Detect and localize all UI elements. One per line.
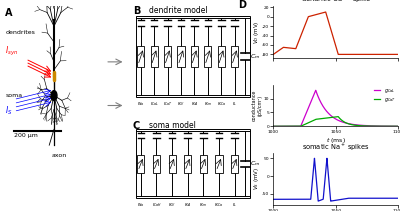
Line: $g_{CaL}$: $g_{CaL}$ [273, 90, 398, 126]
Text: B: B [133, 6, 140, 16]
Text: A: A [5, 8, 13, 18]
$g_{CaT}$ [271, 125, 276, 127]
Bar [137, 154, 144, 173]
Bar [191, 46, 198, 67]
Circle shape [51, 91, 57, 100]
Bar [231, 46, 238, 67]
Text: $I_L$: $I_L$ [232, 101, 237, 108]
$g_{CaT}$ [346, 122, 350, 125]
Text: C: C [133, 121, 140, 131]
$g_{CaT}$ [364, 125, 369, 127]
Y-axis label: $V_D$ (mV): $V_D$ (mV) [252, 20, 261, 44]
Bar [136, 16, 250, 97]
Text: $I_{KV}$: $I_{KV}$ [168, 201, 176, 209]
Bar [151, 46, 158, 67]
Title: somatic Na$^+$ spikes: somatic Na$^+$ spikes [302, 142, 370, 153]
$g_{CaT}$ [396, 125, 400, 127]
$g_{CaL}$ [271, 125, 276, 127]
Text: $I_{KCa}$: $I_{KCa}$ [217, 101, 226, 108]
Bar [231, 154, 238, 173]
$g_{CaT}$ [318, 117, 323, 120]
Text: $I_{Km}$: $I_{Km}$ [204, 101, 212, 108]
X-axis label: $t$ (ms): $t$ (ms) [326, 136, 346, 145]
Text: $I_{syn}$: $I_{syn}$ [5, 45, 18, 58]
Text: $I_{CaH}$: $I_{CaH}$ [152, 201, 161, 209]
$g_{CaL}$ [364, 124, 369, 127]
Text: $I_{CaL}$: $I_{CaL}$ [150, 101, 159, 108]
$g_{CaL}$ [313, 89, 318, 92]
Bar [137, 46, 144, 67]
Text: $C_m$: $C_m$ [250, 52, 261, 61]
Text: $I_{KV}$: $I_{KV}$ [177, 101, 185, 108]
$g_{CaL}$ [318, 101, 323, 104]
Text: axon: axon [52, 153, 67, 158]
Text: $I_{KCa}$: $I_{KCa}$ [214, 201, 224, 209]
Text: dendrite model: dendrite model [149, 6, 207, 15]
Title: dendritic Ca$^{2+}$ spike: dendritic Ca$^{2+}$ spike [300, 0, 371, 6]
Legend: $g_{CaL}$, $g_{CaT}$: $g_{CaL}$, $g_{CaT}$ [374, 87, 396, 104]
$g_{CaL}$ [346, 122, 350, 125]
Bar [136, 129, 250, 198]
Y-axis label: $V_S$ (mV): $V_S$ (mV) [252, 167, 260, 190]
Bar [216, 154, 223, 173]
Line: $g_{CaT}$: $g_{CaT}$ [273, 116, 398, 126]
$g_{CaL}$ [396, 125, 400, 127]
Bar [168, 154, 176, 173]
Y-axis label: conductance
(pS/cm²): conductance (pS/cm²) [252, 90, 262, 121]
$g_{CaT}$ [374, 125, 378, 127]
Text: soma: soma [5, 93, 22, 98]
Bar [164, 46, 171, 67]
$g_{CaT}$ [336, 115, 340, 118]
Bar [218, 46, 225, 67]
Text: $I_{KA}$: $I_{KA}$ [184, 201, 191, 209]
$g_{CaT}$ [294, 125, 298, 127]
Text: 200 μm: 200 μm [14, 133, 37, 138]
$g_{CaL}$ [374, 125, 378, 127]
Bar [200, 154, 207, 173]
Text: $I_{Km}$: $I_{Km}$ [199, 201, 208, 209]
$g_{CaT}$ [352, 124, 357, 126]
Bar [178, 46, 185, 67]
Text: $I_{Na}$: $I_{Na}$ [137, 101, 144, 108]
Text: soma model: soma model [149, 121, 196, 130]
Text: $I_{CaT}$: $I_{CaT}$ [163, 101, 172, 108]
Text: $I_{KA}$: $I_{KA}$ [191, 101, 198, 108]
Bar [153, 154, 160, 173]
Text: dendrites: dendrites [5, 30, 35, 35]
Text: D: D [238, 0, 246, 10]
$g_{CaL}$ [352, 123, 357, 126]
Text: $I_{Na}$: $I_{Na}$ [137, 201, 144, 209]
Bar [184, 154, 191, 173]
Text: $I_L$: $I_L$ [232, 201, 237, 209]
Text: $C_m$: $C_m$ [250, 159, 261, 168]
Text: $I_S$: $I_S$ [5, 104, 13, 117]
$g_{CaL}$ [294, 125, 298, 127]
Bar [204, 46, 212, 67]
